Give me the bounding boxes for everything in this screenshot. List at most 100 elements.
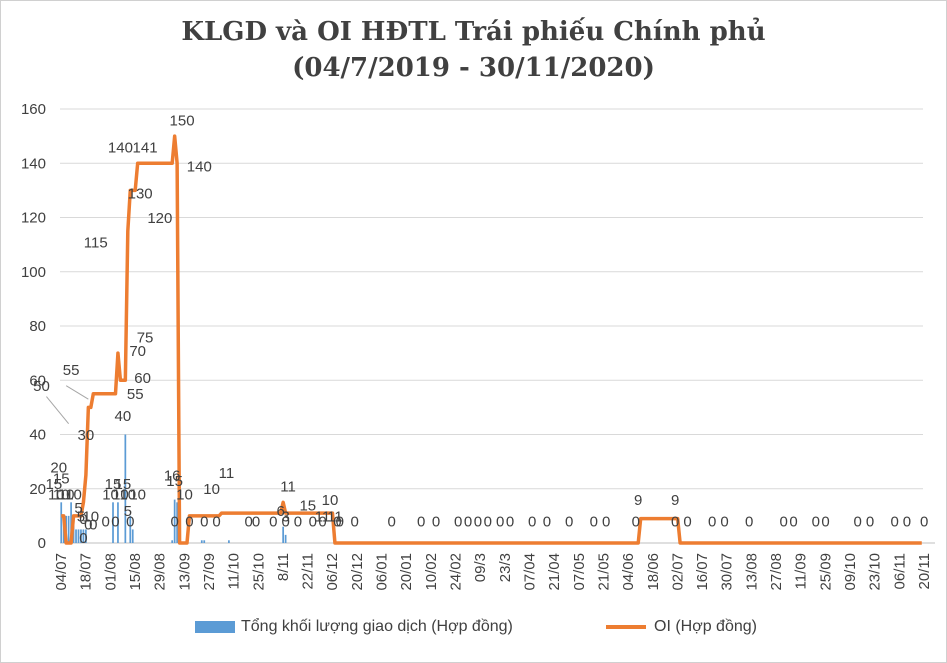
y-tick-label: 120 bbox=[21, 210, 46, 227]
data-label: 0 bbox=[745, 514, 753, 531]
x-tick-label: 11/09 bbox=[793, 553, 810, 589]
x-tick-label: 10/02 bbox=[423, 553, 440, 591]
data-label: 10 bbox=[82, 508, 99, 525]
data-label: 0 bbox=[632, 514, 640, 531]
data-label: 10 bbox=[176, 487, 193, 504]
data-label: 0 bbox=[484, 514, 492, 531]
x-tick-label: 24/02 bbox=[448, 553, 465, 591]
volume-bar bbox=[85, 529, 87, 543]
x-tick-label: 04/07 bbox=[53, 553, 70, 591]
data-label: 0 bbox=[590, 514, 598, 531]
data-label: 30 bbox=[78, 427, 95, 444]
volume-bar bbox=[282, 526, 285, 543]
data-label: 0 bbox=[281, 514, 289, 531]
x-tick-label: 06/11 bbox=[891, 553, 908, 589]
volume-bar bbox=[75, 529, 77, 543]
data-label: 10 bbox=[203, 481, 220, 498]
x-tick-label: 21/04 bbox=[546, 553, 563, 591]
data-label: 0 bbox=[79, 530, 87, 547]
data-label: 140 bbox=[187, 158, 212, 175]
legend-item-oi: OI (Hợp đồng) bbox=[606, 618, 757, 636]
data-label: 55 bbox=[127, 386, 144, 403]
volume-bar bbox=[77, 529, 80, 543]
x-tick-label: 23/10 bbox=[867, 553, 884, 591]
data-label: 0 bbox=[454, 514, 462, 531]
data-label: 0 bbox=[720, 514, 728, 531]
volume-bar bbox=[228, 540, 230, 543]
oi-line bbox=[61, 134, 922, 545]
data-label: 16 bbox=[164, 468, 181, 485]
data-label: 115 bbox=[84, 234, 108, 251]
data-label: 15 bbox=[45, 476, 62, 493]
data-label: 11 bbox=[327, 508, 343, 525]
chart-title: KLGD và OI HĐTL Trái phiếu Chính phủ (04… bbox=[0, 14, 947, 86]
volume-bar bbox=[67, 515, 70, 543]
data-label: 0 bbox=[111, 514, 119, 531]
leader-line bbox=[65, 385, 89, 400]
data-label: 0 bbox=[432, 514, 440, 531]
data-label: 0 bbox=[474, 514, 482, 531]
data-label: 5 bbox=[74, 500, 82, 517]
data-label: 120 bbox=[147, 210, 172, 227]
data-label: 15 bbox=[299, 497, 316, 514]
x-tick-label: 09/3 bbox=[472, 553, 489, 582]
data-label: 0 bbox=[350, 514, 358, 531]
x-tick-label: 23/3 bbox=[497, 553, 514, 582]
data-label: 10 bbox=[65, 487, 82, 504]
y-tick-label: 100 bbox=[21, 264, 46, 281]
x-tick-label: 02/07 bbox=[669, 553, 686, 591]
data-label: 11 bbox=[315, 508, 331, 525]
y-tick-label: 160 bbox=[21, 101, 46, 118]
x-tick-label: 13/09 bbox=[176, 553, 193, 591]
x-tick-label: 06/01 bbox=[374, 553, 391, 591]
data-label: 10 bbox=[322, 492, 339, 509]
data-label: 0 bbox=[269, 514, 277, 531]
data-label: 0 bbox=[496, 514, 504, 531]
data-label: 0 bbox=[79, 511, 87, 528]
data-label: 0 bbox=[708, 514, 716, 531]
legend: Tổng khối lượng giao dịch (Hợp đồng) OI … bbox=[0, 618, 947, 644]
x-tick-label: 22/11 bbox=[300, 553, 317, 589]
x-tick-label: 06/12 bbox=[324, 553, 341, 591]
data-label: 75 bbox=[137, 329, 154, 346]
data-label: 15 bbox=[53, 470, 70, 487]
data-label: 40 bbox=[115, 408, 132, 425]
volume-bar bbox=[60, 502, 63, 543]
data-label: 6 bbox=[277, 503, 285, 520]
data-label: 0 bbox=[565, 514, 573, 531]
volume-bar bbox=[124, 434, 127, 543]
volume-bar bbox=[129, 515, 132, 543]
x-tick-label: 29/08 bbox=[152, 553, 169, 591]
x-tick-label: 11/10 bbox=[226, 553, 243, 589]
data-label: 10 bbox=[53, 487, 70, 504]
data-label: 10 bbox=[102, 487, 119, 504]
x-tick-label: 27/08 bbox=[768, 553, 785, 591]
x-tick-label: 8/11 bbox=[275, 553, 292, 581]
data-label: 9 bbox=[671, 492, 679, 509]
data-label: 5 bbox=[124, 503, 132, 520]
data-label: 141 bbox=[133, 139, 158, 156]
data-label: 0 bbox=[89, 516, 97, 533]
data-label: 5 bbox=[77, 508, 85, 525]
y-tick-label: 0 bbox=[38, 535, 46, 552]
data-label: 0 bbox=[853, 514, 861, 531]
x-tick-label: 09/10 bbox=[842, 553, 859, 591]
data-label: 0 bbox=[318, 514, 326, 531]
volume-bar bbox=[82, 529, 85, 543]
data-label: 0 bbox=[170, 514, 178, 531]
data-label: 15 bbox=[105, 476, 122, 493]
data-label: 0 bbox=[866, 514, 874, 531]
volume-bar bbox=[171, 540, 174, 543]
data-label: 0 bbox=[101, 514, 109, 531]
data-label: 10 bbox=[129, 487, 146, 504]
data-label: 0 bbox=[821, 514, 829, 531]
y-tick-label: 60 bbox=[29, 372, 46, 389]
data-label: 70 bbox=[129, 343, 146, 360]
data-label: 0 bbox=[387, 514, 395, 531]
data-label: 140 bbox=[108, 139, 133, 156]
y-tick-label: 20 bbox=[29, 481, 46, 498]
volume-bar bbox=[80, 529, 82, 543]
data-label: 10 bbox=[48, 487, 65, 504]
